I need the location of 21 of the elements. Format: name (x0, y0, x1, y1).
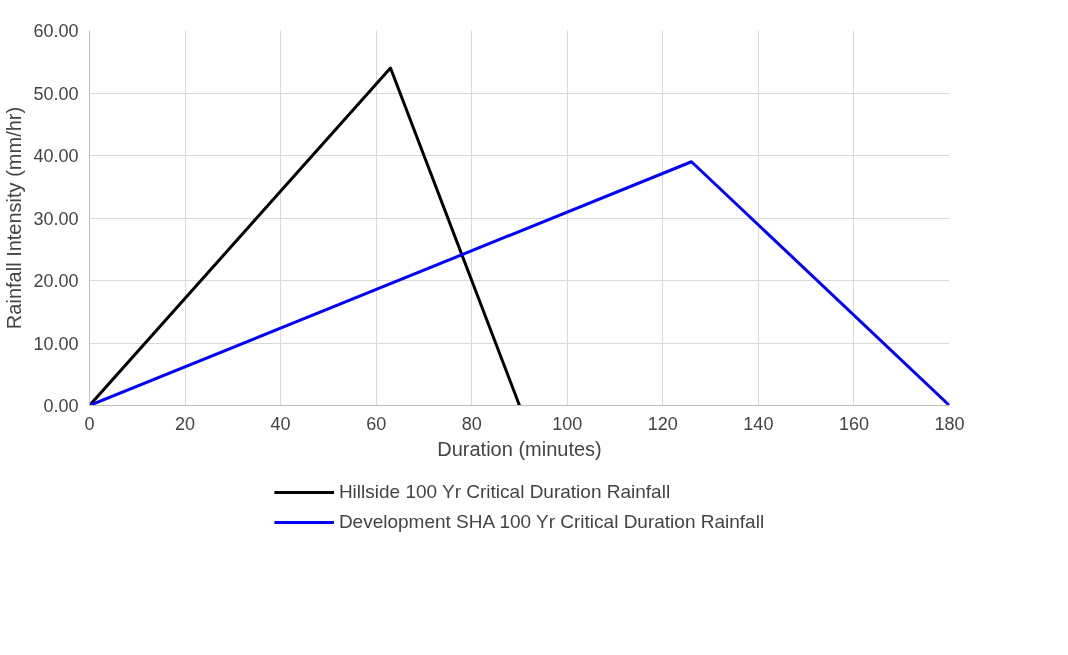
x-tick-label: 40 (270, 413, 291, 434)
x-tick-label: 180 (934, 413, 965, 434)
x-tick-label: 160 (838, 413, 869, 434)
legend-label: Hillside 100 Yr Critical Duration Rainfall (338, 481, 671, 503)
x-tick-label: 120 (647, 413, 678, 434)
y-tick-label: 0.00 (43, 396, 79, 416)
x-tick-label: 100 (552, 413, 583, 434)
y-tick-label: 40.00 (33, 146, 79, 166)
x-tick-label: 140 (743, 413, 774, 434)
x-axis-title: Duration (minutes) (437, 437, 602, 460)
y-axis-title: Rainfall Intensity (mm/hr) (3, 106, 26, 330)
legend-label: Development SHA 100 Yr Critical Duration Rainfall (338, 511, 765, 533)
x-tick-label: 60 (366, 413, 387, 434)
x-tick-label: 20 (175, 413, 196, 434)
y-tick-label: 60.00 (33, 21, 79, 41)
y-tick-label: 20.00 (33, 271, 79, 291)
y-tick-label: 50.00 (33, 83, 79, 104)
x-tick-label: 80 (461, 413, 482, 434)
y-tick-label: 10.00 (33, 333, 79, 354)
y-tick-label: 30.00 (33, 208, 79, 229)
x-tick-label: 0 (84, 413, 95, 434)
